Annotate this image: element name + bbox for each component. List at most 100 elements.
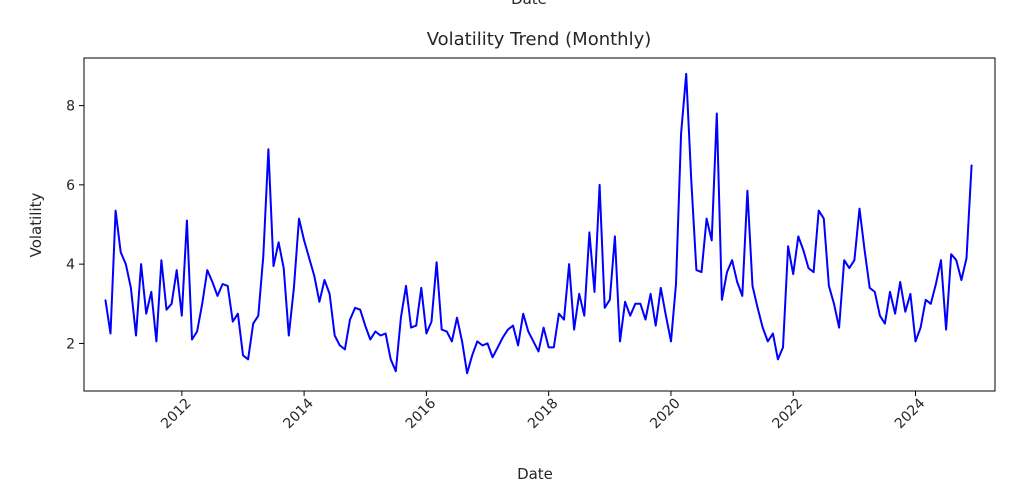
data-point (802, 249, 805, 251)
data-point (430, 321, 433, 323)
y-tick-label: 6 (66, 178, 75, 194)
data-point (894, 313, 896, 315)
data-point (232, 321, 234, 323)
data-point (334, 334, 336, 337)
data-point (339, 344, 341, 346)
data-point (155, 340, 157, 342)
x-axis: 2012 2014 2016 2018 2020 2022 2024 (158, 391, 928, 432)
data-point (400, 317, 402, 319)
y-tick-label: 4 (66, 257, 75, 273)
data-point (772, 332, 774, 335)
data-point (471, 354, 473, 356)
data-point (267, 148, 269, 150)
data-point (655, 325, 657, 327)
data-point (950, 253, 952, 255)
data-point (833, 303, 835, 305)
data-point (909, 293, 912, 295)
data-point (379, 334, 382, 337)
data-point (196, 330, 198, 333)
data-point (502, 336, 504, 339)
data-point (543, 327, 545, 329)
data-point (405, 285, 407, 287)
data-point (354, 307, 356, 309)
data-point (731, 259, 733, 261)
data-point (165, 309, 168, 311)
data-point (609, 299, 611, 301)
data-point (925, 299, 927, 301)
data-point (278, 241, 280, 243)
data-point (813, 271, 815, 273)
data-point (486, 342, 489, 344)
x-tick-label: 2020 (647, 396, 684, 433)
data-point (940, 259, 942, 261)
data-point (186, 219, 188, 222)
data-point (242, 354, 244, 356)
data-point (853, 259, 856, 261)
data-point (369, 338, 371, 341)
data-point (410, 327, 412, 329)
data-point (914, 340, 917, 342)
data-point (318, 301, 320, 303)
data-point (120, 251, 122, 253)
data-point (614, 235, 616, 237)
data-point (644, 319, 647, 321)
data-point (517, 344, 519, 346)
plot-area-frame (83, 57, 996, 392)
x-axis-label: Date (517, 465, 553, 483)
data-point (522, 313, 524, 315)
data-point (869, 287, 871, 289)
data-point (527, 330, 529, 333)
data-point (262, 255, 264, 257)
data-point (359, 309, 361, 311)
data-point (451, 340, 453, 342)
data-point (130, 287, 132, 289)
data-point (201, 303, 203, 305)
data-point (792, 273, 794, 275)
data-point (935, 283, 937, 285)
data-point (109, 332, 112, 335)
data-point (573, 329, 575, 331)
data-point (283, 267, 285, 269)
data-point (741, 295, 743, 297)
data-point (593, 291, 596, 293)
data-point (537, 350, 540, 352)
data-point (639, 303, 642, 305)
data-point (629, 315, 631, 317)
data-point (889, 291, 891, 293)
data-point (191, 338, 193, 341)
data-point (864, 249, 866, 251)
data-point (904, 311, 906, 313)
data-point (425, 332, 427, 335)
y-tick-label: 8 (66, 99, 75, 115)
clipped-top-label: Date (511, 0, 547, 8)
data-point (680, 132, 682, 134)
data-point (706, 218, 708, 220)
x-tick-label: 2014 (280, 395, 317, 432)
data-point (599, 184, 601, 186)
data-point (308, 257, 310, 259)
data-point (685, 73, 687, 75)
data-point (115, 210, 117, 212)
data-point (216, 295, 219, 297)
data-point (965, 257, 968, 259)
data-point (206, 269, 208, 271)
data-point (619, 340, 621, 342)
data-point (578, 293, 580, 295)
y-axis: 2 4 6 8 (66, 99, 84, 352)
data-point (757, 307, 759, 309)
data-point (288, 334, 290, 337)
data-point (960, 279, 963, 281)
data-point (858, 208, 861, 210)
volatility-series-line (104, 72, 973, 375)
data-point (385, 332, 387, 335)
data-point (227, 285, 229, 287)
data-point (945, 329, 947, 331)
data-point (456, 317, 458, 319)
data-point (461, 340, 463, 342)
data-point (568, 263, 570, 265)
x-tick-label: 2016 (403, 395, 440, 432)
data-point (104, 299, 106, 301)
data-point (675, 283, 677, 285)
data-point (670, 340, 672, 342)
